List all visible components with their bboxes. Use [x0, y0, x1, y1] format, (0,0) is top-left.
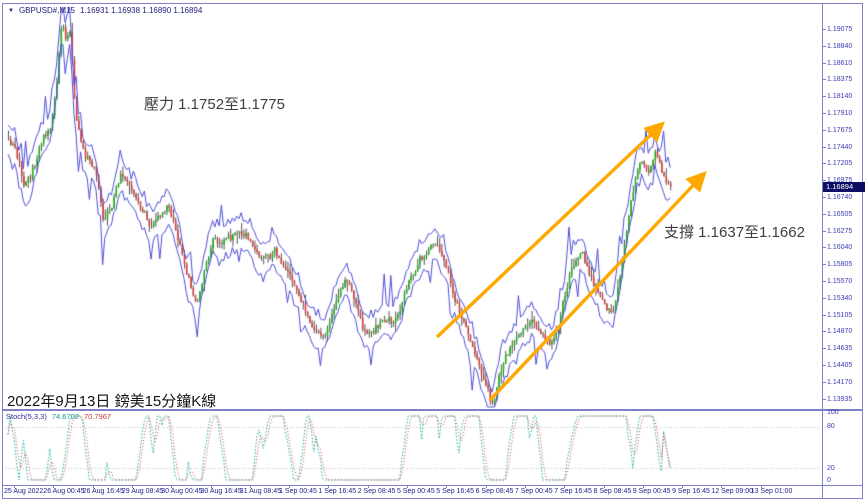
time-axis-label[interactable]: 1 Sep 16:45 [318, 485, 357, 495]
time-axis-label[interactable]: 26 Aug 00:45 [43, 485, 85, 495]
time-axis-label[interactable]: 9 Sep 00:45 [632, 485, 671, 495]
price-axis-label: 1.18375 [821, 76, 853, 84]
symbol-period-label: GBPUSD#,M15 [18, 6, 75, 15]
price-axis-label: 1.17910 [821, 110, 853, 117]
price-axis-label: 1.18610 [821, 59, 853, 67]
ohlc-values: 1.16931 1.16938 1.16890 1.16894 [79, 6, 203, 15]
time-axis-label[interactable]: 30 Aug 16:45 [200, 485, 242, 495]
price-axis-label: 1.16505 [821, 210, 853, 218]
symbol-dropdown-icon[interactable]: ▼ [8, 7, 14, 14]
price-axis-label: 1.17440 [821, 143, 853, 151]
stochastic-k-value: 74.6702 [51, 412, 79, 421]
time-axis-label[interactable]: 1 Sep 00:45 [279, 485, 317, 495]
time-axis-label[interactable]: 12 Sep 09:00 [711, 485, 754, 495]
time-axis-label[interactable]: 29 Aug 08:45 [121, 485, 164, 495]
time-axis-label[interactable]: 7 Sep 16:45 [554, 485, 592, 495]
price-axis-label: 1.18840 [821, 42, 853, 50]
indicator-scale-label: 20 [827, 465, 835, 472]
price-axis-label: 1.15340 [821, 294, 853, 302]
time-axis-label[interactable]: 9 Sep 16:45 [672, 485, 710, 495]
time-axis-label[interactable]: 8 Sep 08:45 [593, 485, 632, 495]
current-price-tag: 1.16894 [823, 182, 865, 192]
chart-title-bar: ▼ GBPUSD#,M15 1.16931 1.16938 1.16890 1.… [8, 6, 202, 15]
price-axis-label: 1.15805 [821, 261, 853, 269]
price-axis-label: 1.16040 [821, 244, 853, 252]
indicator-scale-label: 80 [827, 423, 835, 430]
date-caption[interactable]: 2022年9月13日 鎊美15分鐘K線 [7, 393, 217, 410]
price-axis-label: 1.16740 [821, 194, 853, 201]
stochastic-d-value: 70.7967 [83, 412, 112, 421]
time-axis-label[interactable]: 7 Sep 00:45 [514, 485, 553, 495]
price-axis-label: 1.17675 [821, 126, 853, 134]
price-axis-label: 1.14170 [821, 378, 853, 386]
time-axis-label[interactable]: 26 Aug 16:45 [82, 485, 124, 495]
price-axis-label: 1.15570 [821, 278, 853, 285]
price-axis-label: 1.17205 [821, 160, 853, 168]
time-axis-label[interactable]: 13 Sep 01:00 [750, 485, 793, 495]
time-axis-label[interactable]: 6 Sep 08:45 [475, 485, 514, 495]
time-axis-label[interactable]: 2 Sep 08:45 [357, 485, 396, 495]
time-axis-label[interactable]: 5 Sep 00:45 [397, 485, 435, 495]
price-axis-label: 1.19075 [821, 26, 853, 33]
indicator-scale-label: 0 [827, 477, 831, 484]
price-axis-label: 1.14870 [821, 328, 853, 336]
price-axis-label: 1.18140 [821, 93, 853, 101]
time-axis-label[interactable]: 5 Sep 16:45 [436, 485, 475, 495]
price-axis-label: 1.16275 [821, 227, 853, 235]
stochastic-name: Stoch(5,3,3) [6, 412, 47, 421]
resistance-annotation[interactable]: 壓力 1.1752至1.1775 [144, 96, 285, 113]
support-annotation[interactable]: 支撐 1.1637至1.1662 [664, 224, 805, 241]
time-axis-separator [2, 485, 863, 486]
price-axis-label: 1.13935 [821, 395, 853, 403]
stochastic-label: Stoch(5,3,3) 74.6702 70.7967 [6, 412, 111, 421]
indicator-scale-label: 100 [827, 409, 839, 416]
price-axis-label: 1.14635 [821, 345, 853, 353]
indicator-pane-separator[interactable] [2, 409, 863, 411]
price-axis-line [822, 3, 823, 498]
time-axis-label[interactable]: 30 Aug 00:45 [161, 485, 203, 495]
price-axis-label: 1.16975 [821, 177, 853, 185]
price-axis-label: 1.14405 [821, 362, 853, 369]
time-axis-label[interactable]: 31 Aug 08:45 [239, 485, 282, 495]
price-axis-label: 1.15105 [821, 311, 853, 319]
time-axis-label[interactable]: 25 Aug 2022 [4, 485, 44, 495]
